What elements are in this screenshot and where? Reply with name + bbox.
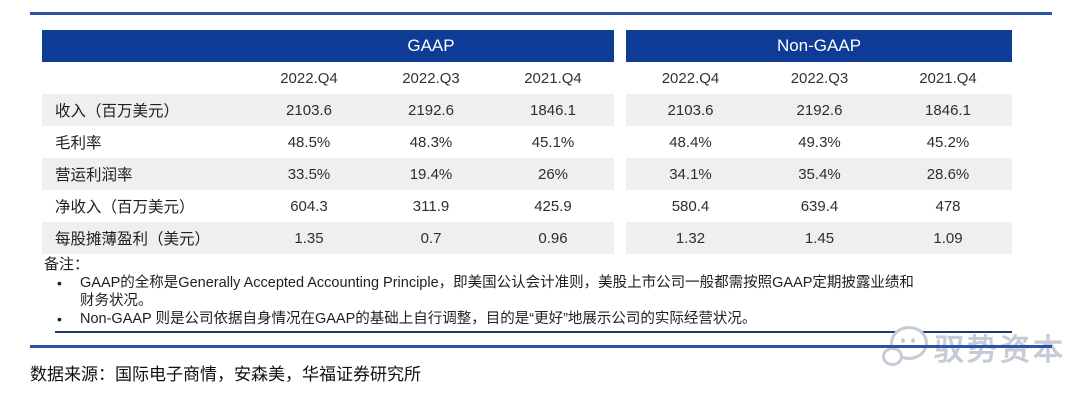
group-gap xyxy=(614,30,626,62)
table-cell: 45.2% xyxy=(926,133,970,151)
table-cell: 34.1% xyxy=(626,158,755,190)
wechat-smiley-icon xyxy=(882,324,930,370)
table-cell: 45.1% xyxy=(531,133,575,151)
group-gap xyxy=(614,190,626,222)
group-gap xyxy=(614,158,626,190)
quarter-header: 2022.Q4 xyxy=(661,69,720,87)
group-gap xyxy=(614,94,626,126)
table-cell: 1.35 xyxy=(248,222,370,254)
table-cell: 28.6% xyxy=(884,158,1012,190)
table-cell: 2103.6 xyxy=(626,94,755,126)
table-cell: 48.4% xyxy=(669,133,712,151)
watermark-logo: 驭势资本 xyxy=(882,324,1066,370)
table-cell: 26% xyxy=(492,158,614,190)
row-label: 营运利润率 xyxy=(42,158,248,190)
table-cell: 48.5% xyxy=(287,133,331,151)
group-header-spacer xyxy=(42,30,248,62)
table-cell: 19.4% xyxy=(370,158,492,190)
row-label: 净收入（百万美元） xyxy=(55,199,195,216)
table-cell: 2192.6 xyxy=(370,94,492,126)
quarter-header: 2022.Q3 xyxy=(402,69,460,87)
row-label: 收入（百万美元） xyxy=(42,94,248,126)
table-cell: 1846.1 xyxy=(492,94,614,126)
quarter-row-spacer xyxy=(42,62,248,94)
table-cell: 35.4% xyxy=(755,158,884,190)
group-gap xyxy=(614,222,626,254)
note-item: Non-GAAP 则是公司依据自身情况在GAAP的基础上自行调整，目的是“更好”… xyxy=(55,310,1012,333)
table-cell: 48.3% xyxy=(409,133,453,151)
notes-section: 备注： GAAP的全称是Generally Accepted Accountin… xyxy=(44,256,1012,333)
notes-title: 备注： xyxy=(44,257,90,273)
group-gap xyxy=(614,62,626,94)
table-cell: 2103.6 xyxy=(248,94,370,126)
table-cell: 49.3% xyxy=(798,133,841,151)
table-cell: 311.9 xyxy=(412,197,450,215)
table-cell: 1.32 xyxy=(626,222,755,254)
table-cell: 425.9 xyxy=(534,197,572,215)
group-header-nongaap: Non-GAAP xyxy=(626,30,1012,62)
row-label: 毛利率 xyxy=(55,135,102,152)
top-divider xyxy=(30,12,1052,15)
table-cell: 1846.1 xyxy=(884,94,1012,126)
group-header-gaap: GAAP xyxy=(248,30,614,62)
bottom-divider xyxy=(30,345,1052,348)
table-cell: 2192.6 xyxy=(755,94,884,126)
table-cell: 1.09 xyxy=(884,222,1012,254)
data-source-line: 数据来源：国际电子商情，安森美，华福证券研究所 xyxy=(30,365,421,384)
quarter-header: 2021.Q4 xyxy=(524,69,582,87)
financial-table: GAAP Non-GAAP 2022.Q4 2022.Q3 2021.Q4 2022.Q4… xyxy=(42,30,1012,254)
table-cell: 0.7 xyxy=(370,222,492,254)
table-cell: 0.96 xyxy=(492,222,614,254)
note-item: GAAP的全称是Generally Accepted Accounting Pr… xyxy=(44,274,1012,310)
table-cell: 639.4 xyxy=(800,197,839,215)
quarter-header: 2021.Q4 xyxy=(919,69,977,87)
notes-list: GAAP的全称是Generally Accepted Accounting Pr… xyxy=(44,274,1012,333)
table-cell: 580.4 xyxy=(671,197,710,215)
table-cell: 33.5% xyxy=(248,158,370,190)
row-label: 每股摊薄盈利（美元） xyxy=(42,222,248,254)
table-cell: 604.3 xyxy=(290,197,328,215)
table-cell: 478 xyxy=(935,197,961,215)
watermark-text: 驭势资本 xyxy=(934,334,1066,367)
quarter-header: 2022.Q3 xyxy=(790,69,849,87)
group-gap xyxy=(614,126,626,158)
quarter-header: 2022.Q4 xyxy=(280,69,338,87)
table-cell: 1.45 xyxy=(755,222,884,254)
